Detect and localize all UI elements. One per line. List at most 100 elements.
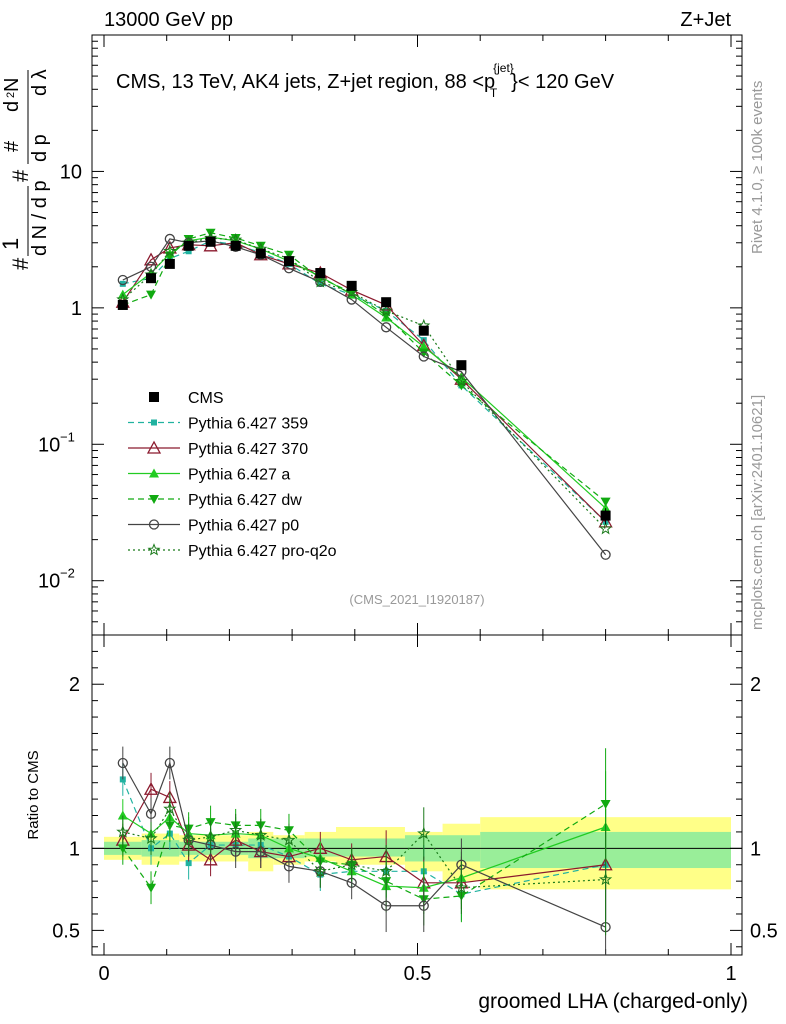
legend-label: Pythia 6.427 pro-q2o <box>188 543 337 560</box>
plot-title-tail: }< 120 GeV <box>511 71 615 93</box>
data-point <box>185 248 192 255</box>
y-tick-label-ratio: 0.5 <box>52 920 80 942</box>
plot-title: CMS, 13 TeV, AK4 jets, Z+jet region, 88 … <box>116 61 615 100</box>
y-tick-label-ratio-right: 2 <box>750 674 761 696</box>
ratio-point <box>599 872 613 886</box>
data-point <box>230 240 241 251</box>
legend-item: Pythia 6.427 370 <box>128 440 308 458</box>
y-tick-label-ratio-right: 0.5 <box>750 920 778 942</box>
header-left: 13000 GeV pp <box>104 9 233 31</box>
legend-label: CMS <box>188 390 224 407</box>
ratio-line <box>122 779 606 895</box>
data-point <box>381 297 392 308</box>
ratio-plot-frame <box>91 634 743 956</box>
ratio-point <box>313 864 327 877</box>
y-tick-label-main: 1 <box>71 298 82 320</box>
data-point <box>146 273 157 284</box>
mcplots-label: mcplots.cern.ch [arXiv:2401.10621] <box>749 395 766 630</box>
ratio-line <box>122 807 606 889</box>
legend-label: Pythia 6.427 359 <box>188 416 308 433</box>
data-point <box>418 325 429 336</box>
data-point <box>379 303 393 317</box>
legend-item: Pythia 6.427 pro-q2o <box>128 543 337 560</box>
data-point <box>599 521 613 535</box>
series-pythia-6-427-dw <box>117 228 611 507</box>
series-layer <box>115 228 613 560</box>
legend-marker <box>146 440 162 454</box>
svg-text:d p: d p <box>29 134 51 162</box>
data-point <box>146 290 157 300</box>
ratio-point <box>146 883 157 893</box>
data-point <box>117 274 128 286</box>
series-line <box>122 237 607 530</box>
data-point <box>600 497 611 507</box>
ratio-point <box>145 808 157 820</box>
y-tick-label-main-pow: −1 <box>60 429 75 444</box>
data-point <box>418 341 429 351</box>
ratio-point <box>283 861 295 872</box>
series-pythia-6-427-pro-q2o <box>116 231 613 535</box>
ratio-line <box>122 760 606 928</box>
legend-item: Pythia 6.427 dw <box>128 492 302 509</box>
y-tick-label-main-exp: 10 <box>38 571 60 593</box>
header-right: Z+Jet <box>680 9 731 31</box>
x-tick-label: 0 <box>98 963 109 985</box>
ratio-line <box>122 803 606 900</box>
x-tick-label: 1 <box>725 963 736 985</box>
legend-marker <box>149 495 159 504</box>
y-tick-label-ratio: 1 <box>69 838 80 860</box>
ratio-line <box>122 788 606 884</box>
ratio-point <box>164 757 175 769</box>
analysis-id: (CMS_2021_I1920187) <box>349 592 484 607</box>
data-point <box>143 252 159 266</box>
ratio-point <box>379 864 393 878</box>
ratio-point <box>417 826 431 840</box>
data-point <box>600 503 611 513</box>
ratio-pythia-6-427-pro-q2o <box>116 792 613 936</box>
ratio-point <box>181 833 196 846</box>
legend-marker <box>149 468 159 478</box>
data-point <box>255 241 266 251</box>
ratio-point <box>164 821 175 831</box>
rivet-label: Rivet 4.1.0, ≥ 100k events <box>749 81 766 254</box>
svg-text:2: 2 <box>5 92 17 98</box>
ratio-point <box>203 852 218 866</box>
x-axis-label: groomed LHA (charged-only) <box>478 990 748 1013</box>
series-line <box>122 238 607 556</box>
data-point <box>346 280 357 291</box>
svg-text:d: d <box>1 101 23 112</box>
legend-marker <box>147 543 161 556</box>
series-line <box>122 240 607 523</box>
legend-marker <box>149 392 159 402</box>
legend-item: Pythia 6.427 359 <box>128 416 308 433</box>
ratio-point <box>230 846 241 857</box>
data-point <box>145 261 157 272</box>
legend-item: CMS <box>149 390 224 407</box>
data-point <box>600 510 611 521</box>
y-axis-label-main: # 1 d N / d p # # d p d 2 N d λ <box>0 69 51 270</box>
ratio-point <box>117 757 128 769</box>
svg-text:#: # <box>8 257 33 270</box>
legend-item: Pythia 6.427 p0 <box>128 518 299 535</box>
y-axis-label-ratio: Ratio to CMS <box>25 750 42 839</box>
legend-label: Pythia 6.427 dw <box>188 492 302 509</box>
y-tick-label-ratio-right: 1 <box>750 838 761 860</box>
svg-text:#: # <box>1 140 23 152</box>
y-tick-label-ratio: 2 <box>69 674 80 696</box>
svg-text:d N / d p: d N / d p <box>29 180 51 256</box>
svg-text:d λ: d λ <box>29 69 51 96</box>
ratio-series-layer <box>115 746 613 955</box>
data-point <box>255 248 266 259</box>
ratio-point <box>380 900 392 911</box>
data-point <box>283 250 294 260</box>
ratio-point <box>116 824 130 838</box>
ratio-point <box>345 857 359 871</box>
data-point <box>380 322 392 333</box>
axis-ticks <box>92 35 742 955</box>
legend-label: Pythia 6.427 p0 <box>188 518 299 535</box>
ratio-point <box>229 823 243 836</box>
legend-item: Pythia 6.427 a <box>128 467 290 484</box>
data-point <box>598 514 613 528</box>
